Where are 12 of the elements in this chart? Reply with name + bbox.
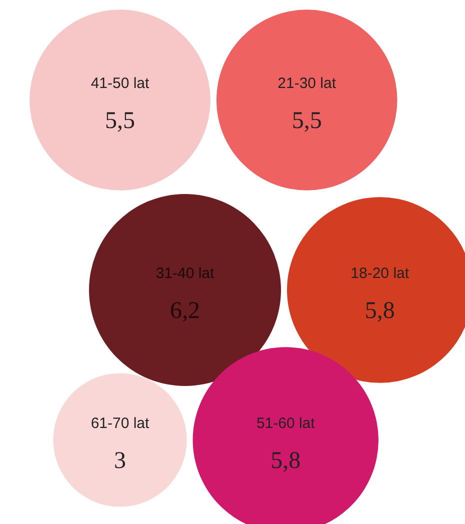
data-label: 3 <box>114 448 126 474</box>
category-label: 41-50 lat <box>90 75 150 92</box>
category-label: 21-30 lat <box>278 75 337 92</box>
data-label: 5,8 <box>364 298 395 324</box>
category-label: 18-20 lat <box>350 265 410 282</box>
category-label: 61-70 lat <box>90 415 150 432</box>
data-label: 6,2 <box>170 298 200 324</box>
category-label: 51-60 lat <box>256 415 316 432</box>
data-label: 5,5 <box>292 108 322 134</box>
data-label: 5,5 <box>105 108 135 134</box>
data-label: 5,8 <box>270 448 301 474</box>
category-label: 31-40 lat <box>156 265 216 282</box>
